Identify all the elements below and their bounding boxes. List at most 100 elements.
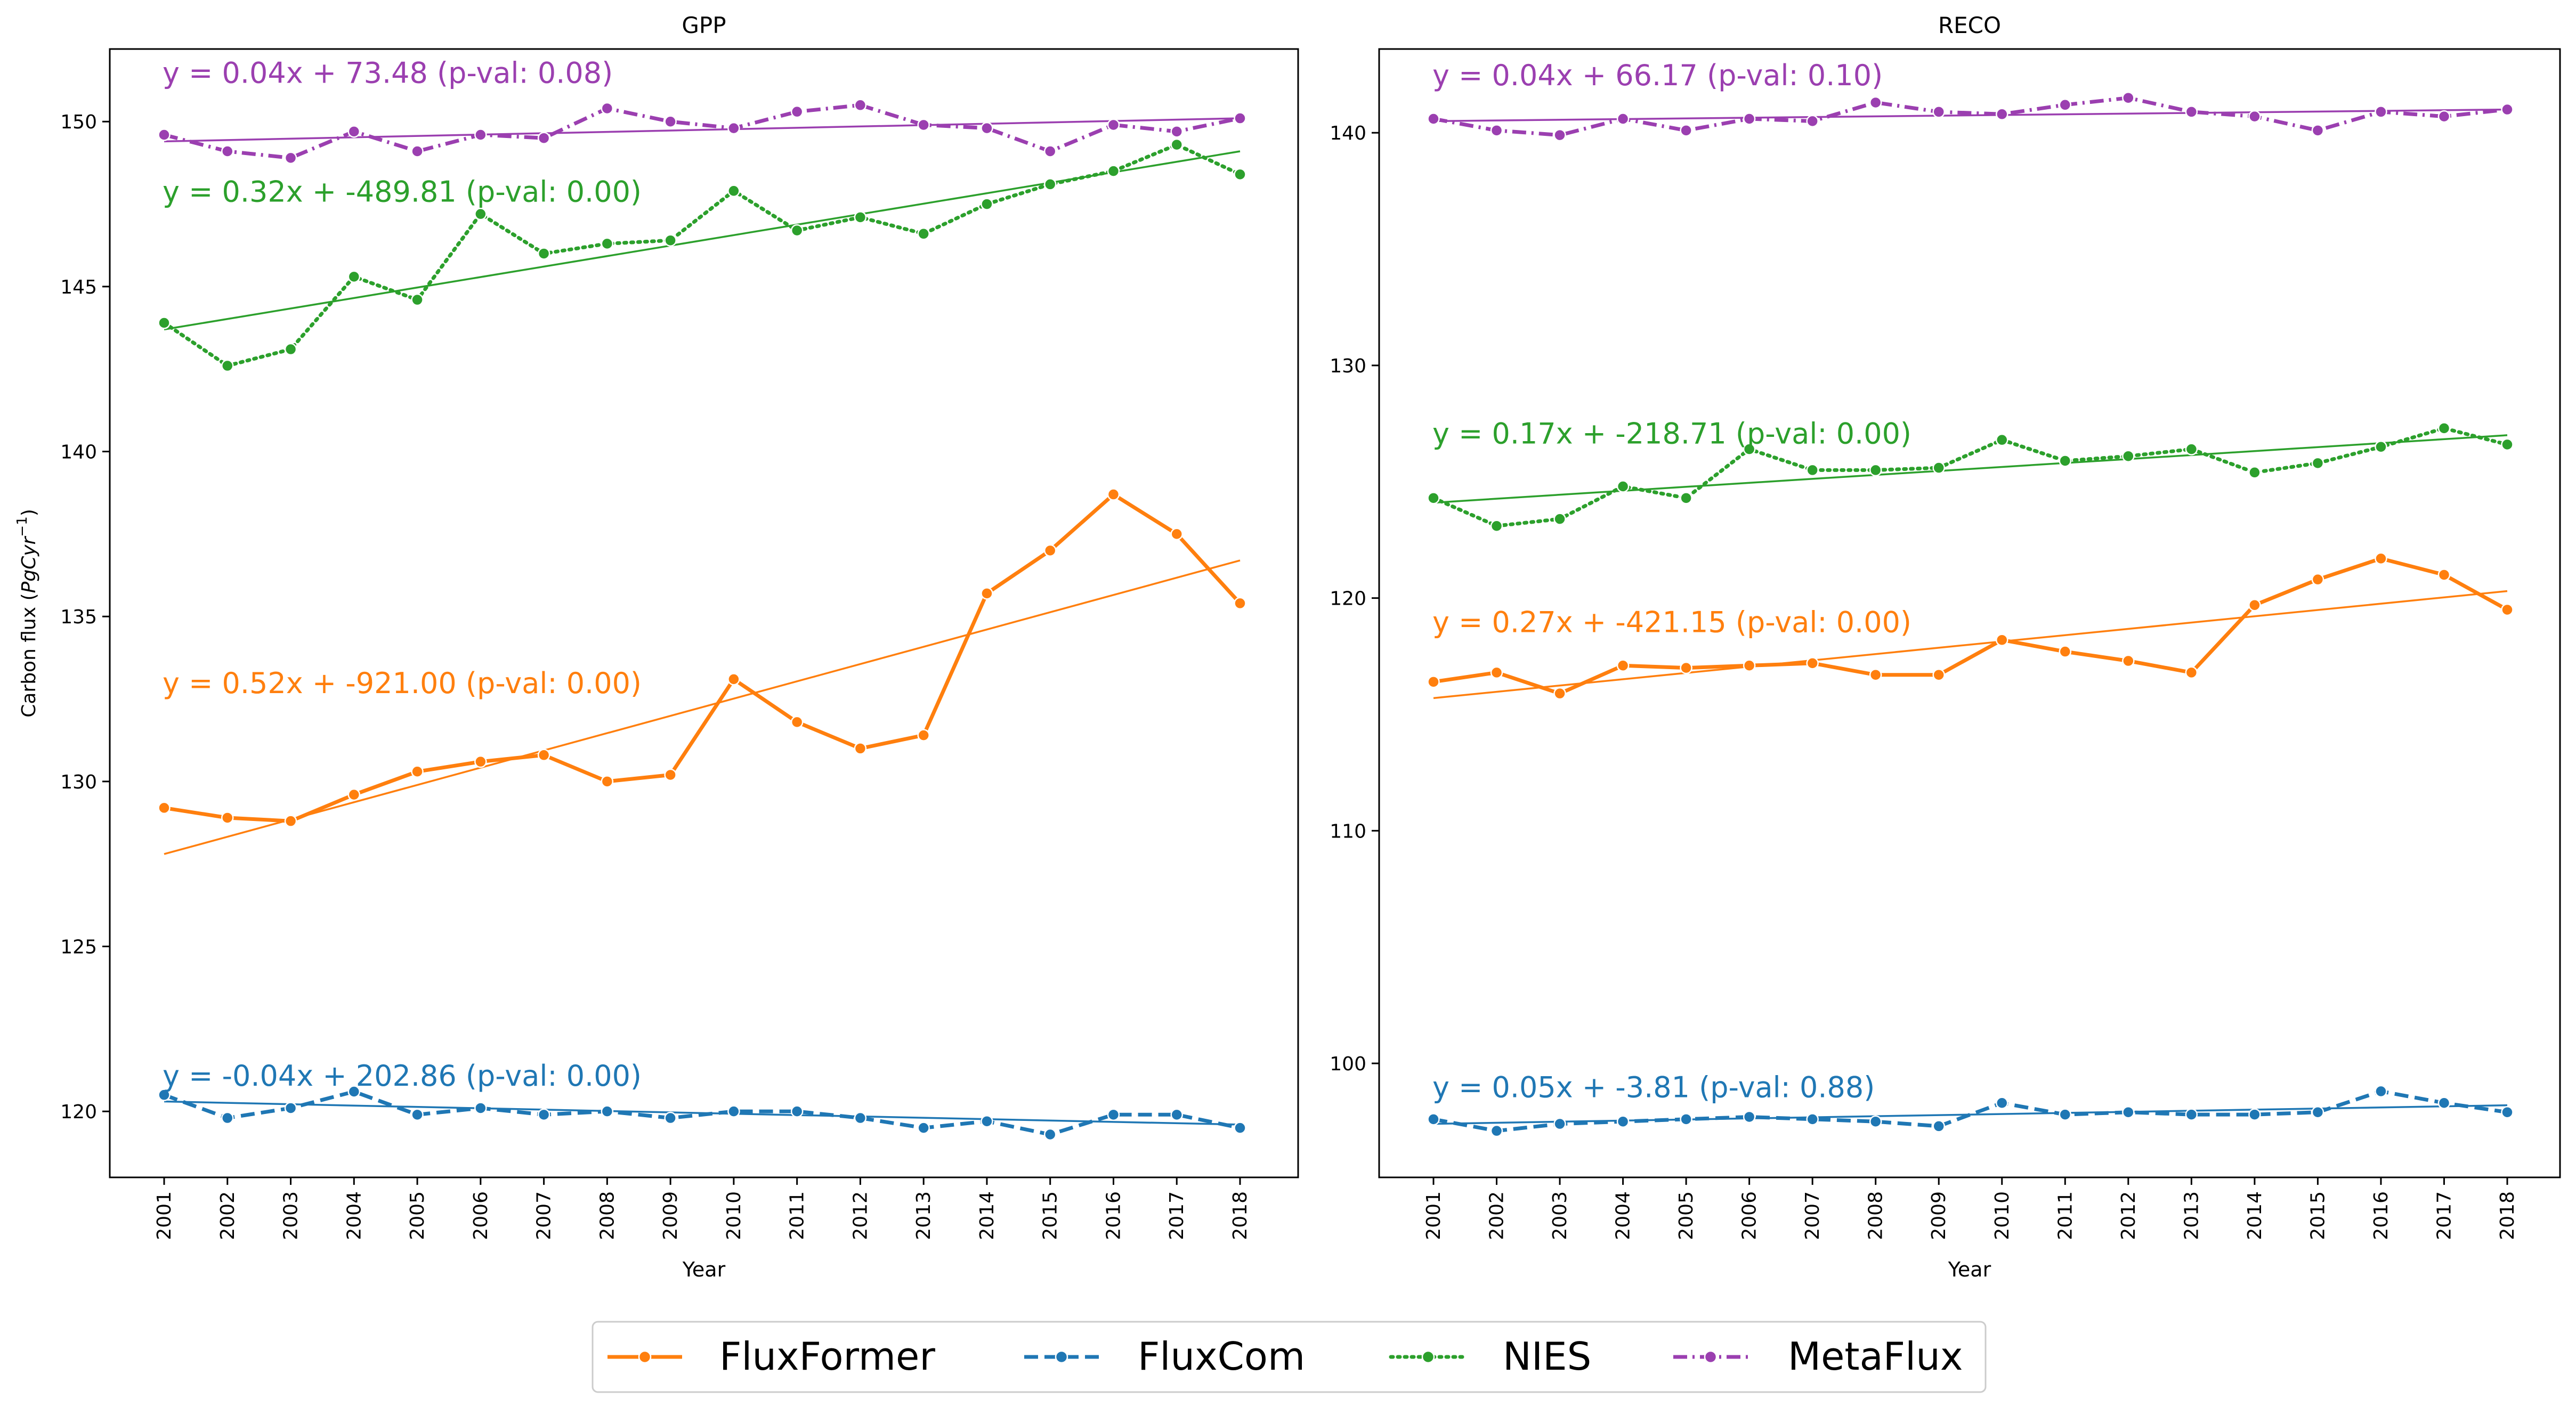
gpp-point-nies xyxy=(601,237,614,250)
gpp-x-tick-label: 2003 xyxy=(280,1191,302,1240)
gpp-series-nies xyxy=(162,143,1242,368)
gpp-series-fluxcom xyxy=(163,1089,1241,1136)
gpp-point-fluxcom xyxy=(1234,1121,1246,1134)
reco-point-metaflux xyxy=(2248,110,2261,123)
reco-point-fluxformer xyxy=(1680,661,1692,674)
gpp-point-metaflux xyxy=(1170,125,1183,138)
reco-y-tick-label: 100 xyxy=(1330,1053,1366,1075)
reco-point-fluxcom xyxy=(1806,1113,1819,1126)
legend-marker-metaflux xyxy=(1704,1350,1718,1364)
reco-point-metaflux xyxy=(1427,112,1440,125)
reco-point-fluxformer xyxy=(1553,687,1566,700)
gpp-x-tick-label: 2014 xyxy=(976,1191,998,1240)
reco-point-nies xyxy=(1743,443,1756,456)
reco-equation-metaflux: y = 0.04x + 66.17 (p-val: 0.10) xyxy=(1432,59,1883,92)
gpp-point-fluxcom xyxy=(1043,1128,1057,1141)
gpp-point-metaflux xyxy=(221,145,234,158)
gpp-point-metaflux xyxy=(1043,145,1057,158)
gpp-point-metaflux xyxy=(601,102,614,115)
reco-fit-line-metaflux xyxy=(1433,108,2508,123)
reco-point-metaflux xyxy=(2122,91,2135,104)
reco-point-metaflux xyxy=(1806,115,1819,128)
gpp-fit-line-metaflux xyxy=(164,117,1241,143)
reco-point-nies xyxy=(1869,463,1882,477)
reco-point-fluxformer xyxy=(1806,657,1819,670)
reco-point-fluxcom xyxy=(2437,1096,2451,1110)
gpp-point-fluxcom xyxy=(1107,1108,1120,1121)
gpp-point-nies xyxy=(474,207,487,221)
gpp-x-tick-label: 2012 xyxy=(849,1191,871,1240)
legend: FluxFormer FluxCom NIES MetaFlux xyxy=(592,1321,1987,1393)
reco-point-fluxcom xyxy=(2059,1108,2072,1121)
gpp-x-tick-label: 2002 xyxy=(217,1191,239,1240)
gpp-point-fluxformer xyxy=(474,755,487,768)
gpp-fit-line-fluxformer xyxy=(164,559,1241,855)
reco-point-fluxformer xyxy=(1743,659,1756,672)
reco-point-fluxformer xyxy=(2375,552,2387,565)
reco-point-metaflux xyxy=(2501,103,2514,116)
reco-point-nies xyxy=(1996,433,2008,446)
reco-plot-frame xyxy=(1378,48,2561,1178)
gpp-point-metaflux xyxy=(664,115,677,128)
gpp-equation-fluxformer: y = 0.52x + -921.00 (p-val: 0.00) xyxy=(163,666,642,700)
gpp-point-metaflux xyxy=(1234,112,1246,125)
reco-point-metaflux xyxy=(2375,105,2387,118)
gpp-point-nies xyxy=(1043,178,1057,191)
reco-point-fluxcom xyxy=(1553,1117,1566,1131)
gpp-point-metaflux xyxy=(981,121,993,135)
reco-series-fluxcom xyxy=(1433,1089,2508,1133)
gpp-point-metaflux xyxy=(474,128,487,141)
gpp-point-nies xyxy=(411,293,424,306)
gpp-point-metaflux xyxy=(347,125,361,138)
reco-point-fluxcom xyxy=(1743,1110,1756,1124)
gpp-point-fluxcom xyxy=(917,1121,930,1134)
reco-point-metaflux xyxy=(1616,112,1630,125)
gpp-x-axis: 2001 2002 2003 2004 2005 2006 2007 2008 2009 2010… xyxy=(153,1177,1251,1240)
legend-frame xyxy=(592,1321,1987,1393)
gpp-y-axis: 120 125 130 135 140 145 150 xyxy=(60,111,110,1123)
reco-point-nies xyxy=(1553,513,1566,525)
reco-equation-nies: y = 0.17x + -218.71 (p-val: 0.00) xyxy=(1432,417,1911,451)
reco-x-label: Year xyxy=(1948,1258,1991,1281)
gpp-point-metaflux xyxy=(790,105,804,118)
gpp-point-fluxcom xyxy=(411,1108,424,1121)
reco-x-axis: 2001 2002 2003 2004 2005 2006 2007 2008 2009 2010… xyxy=(1423,1177,2518,1240)
reco-x-tick-label: 2007 xyxy=(1802,1191,1824,1240)
reco-title: RECO xyxy=(1938,12,2001,38)
gpp-equations: y = 0.52x + -921.00 (p-val: 0.00) y = -0.… xyxy=(163,56,642,1093)
reco-point-nies xyxy=(1806,463,1819,477)
gpp-equation-metaflux: y = 0.04x + 73.48 (p-val: 0.08) xyxy=(163,56,613,90)
reco-x-tick-label: 2004 xyxy=(1613,1191,1634,1240)
gpp-point-fluxcom xyxy=(221,1111,234,1125)
reco-x-tick-label: 2003 xyxy=(1549,1191,1571,1240)
gpp-equation-nies: y = 0.32x + -489.81 (p-val: 0.00) xyxy=(163,175,642,208)
reco-point-fluxformer xyxy=(2248,598,2261,612)
reco-x-tick-label: 2008 xyxy=(1865,1191,1887,1240)
gpp-x-tick-label: 2016 xyxy=(1103,1191,1124,1240)
gpp-point-fluxcom xyxy=(664,1111,677,1125)
reco-equations: y = 0.27x + -421.15 (p-val: 0.00) y = 0.0… xyxy=(1432,59,1911,1104)
legend-marker-fluxformer xyxy=(638,1350,652,1364)
gpp-point-fluxcom xyxy=(601,1105,614,1118)
gpp-point-fluxcom xyxy=(790,1105,804,1118)
reco-point-fluxcom xyxy=(1932,1120,1945,1133)
gpp-x-tick-label: 2015 xyxy=(1040,1191,1062,1240)
gpp-point-nies xyxy=(917,227,930,240)
reco-y-axis: 100 110 120 130 140 xyxy=(1330,123,1379,1075)
gpp-point-fluxformer xyxy=(347,788,361,801)
gpp-point-nies xyxy=(664,234,677,247)
reco-x-tick-label: 2001 xyxy=(1423,1191,1445,1240)
reco-point-fluxformer xyxy=(2059,645,2072,658)
gpp-point-fluxformer xyxy=(790,715,804,729)
reco-point-fluxformer xyxy=(1490,666,1503,679)
reco-point-fluxcom xyxy=(2501,1105,2514,1119)
reco-point-metaflux xyxy=(1869,96,1882,109)
gpp-x-tick-label: 2010 xyxy=(723,1191,745,1240)
reco-x-tick-label: 2018 xyxy=(2497,1191,2518,1240)
gpp-point-nies xyxy=(727,184,740,198)
reco-point-nies xyxy=(2122,450,2135,462)
reco-point-nies xyxy=(2248,466,2261,479)
reco-point-fluxformer xyxy=(1427,676,1440,688)
reco-point-fluxformer xyxy=(2311,573,2324,586)
gpp-point-nies xyxy=(284,343,297,356)
